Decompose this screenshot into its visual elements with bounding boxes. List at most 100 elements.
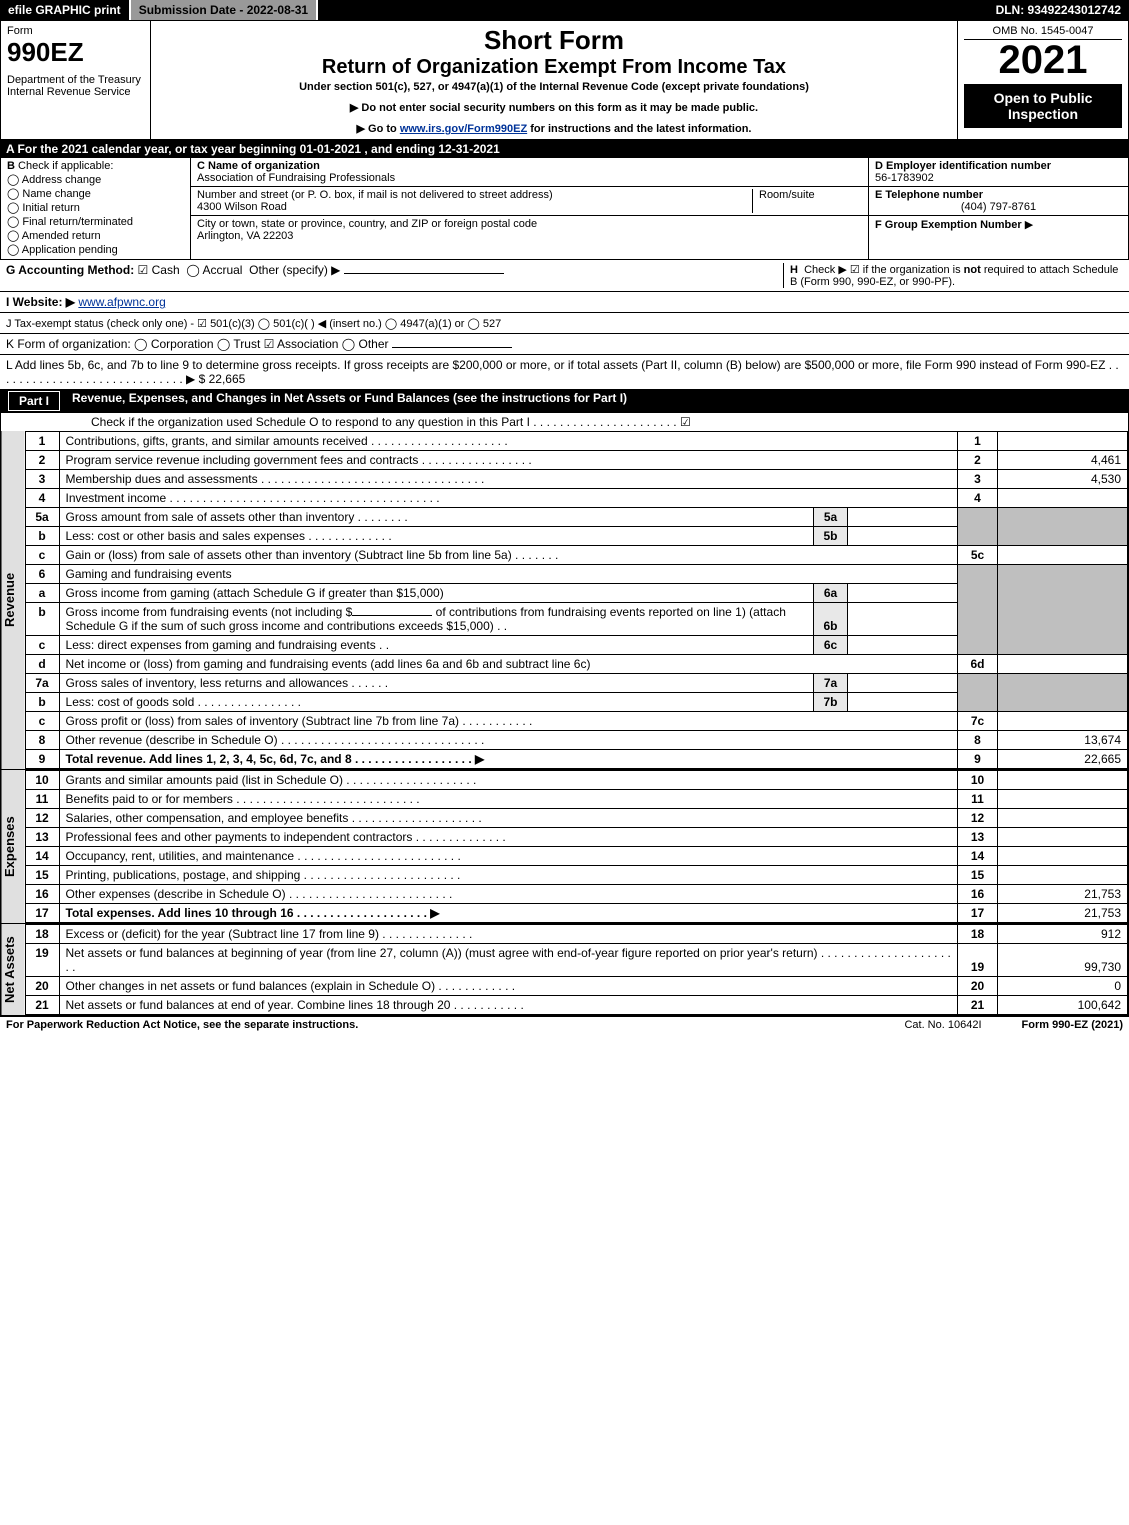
- section-j: J Tax-exempt status (check only one) - ☑…: [0, 312, 1129, 333]
- tax-year: 2021: [964, 40, 1122, 80]
- catalog-number: Cat. No. 10642I: [904, 1019, 981, 1031]
- line-7c-row: cGross profit or (loss) from sales of in…: [25, 712, 1127, 731]
- f-arrow: ▶: [1025, 219, 1033, 231]
- line-20-amount: 0: [998, 977, 1128, 996]
- top-bar: efile GRAPHIC print Submission Date - 20…: [0, 0, 1129, 20]
- g-label: G Accounting Method:: [6, 263, 134, 277]
- expenses-table: 10Grants and similar amounts paid (list …: [25, 770, 1128, 923]
- line-4-amount: [998, 489, 1128, 508]
- section-g-h-row: G Accounting Method: ☑ Cash ◯ Accrual Ot…: [0, 259, 1129, 291]
- line-6d-amount: [998, 655, 1128, 674]
- line-19-amount: 99,730: [998, 944, 1128, 977]
- line-5b-desc: Less: cost or other basis and sales expe…: [59, 527, 813, 546]
- line-3-desc: Membership dues and assessments . . . . …: [59, 470, 957, 489]
- line-12-row: 12Salaries, other compensation, and empl…: [25, 809, 1127, 828]
- department-label: Department of the Treasury: [7, 74, 144, 86]
- short-form-title: Short Form: [157, 25, 951, 56]
- line-6b-desc: Gross income from fundraising events (no…: [59, 603, 813, 636]
- part-1-title: Revenue, Expenses, and Changes in Net As…: [72, 391, 627, 411]
- line-21-desc: Net assets or fund balances at end of ye…: [59, 996, 957, 1015]
- j-text: J Tax-exempt status (check only one) - ☑…: [6, 318, 501, 330]
- line-18-row: 18Excess or (deficit) for the year (Subt…: [25, 925, 1127, 944]
- f-label: F Group Exemption Number: [875, 219, 1022, 231]
- goto-suffix: for instructions and the latest informat…: [527, 123, 751, 135]
- line-17-amount: 21,753: [998, 904, 1128, 923]
- accrual-checkbox[interactable]: ◯ Accrual: [186, 263, 242, 277]
- section-k: K Form of organization: ◯ Corporation ◯ …: [0, 333, 1129, 354]
- line-5c-amount: [998, 546, 1128, 565]
- section-l: L Add lines 5b, 6c, and 7b to line 9 to …: [0, 354, 1129, 389]
- check-application-pending[interactable]: ◯ Application pending: [7, 243, 184, 256]
- line-4-row: 4Investment income . . . . . . . . . . .…: [25, 489, 1127, 508]
- line-6a-desc: Gross income from gaming (attach Schedul…: [59, 584, 813, 603]
- line-19-desc: Net assets or fund balances at beginning…: [59, 944, 957, 977]
- line-4-desc: Investment income . . . . . . . . . . . …: [59, 489, 957, 508]
- line-20-row: 20Other changes in net assets or fund ba…: [25, 977, 1127, 996]
- line-17-desc: Total expenses. Add lines 10 through 16 …: [59, 904, 957, 923]
- line-5c-desc: Gain or (loss) from sale of assets other…: [59, 546, 957, 565]
- line-14-desc: Occupancy, rent, utilities, and maintena…: [59, 847, 957, 866]
- telephone-value: (404) 797-8761: [875, 201, 1122, 213]
- line-1-desc: Contributions, gifts, grants, and simila…: [59, 432, 957, 451]
- pra-notice: For Paperwork Reduction Act Notice, see …: [6, 1019, 358, 1031]
- line-7a-row: 7aGross sales of inventory, less returns…: [25, 674, 1127, 693]
- header-right: OMB No. 1545-0047 2021 Open to Public In…: [958, 21, 1128, 139]
- line-10-desc: Grants and similar amounts paid (list in…: [59, 771, 957, 790]
- line-13-desc: Professional fees and other payments to …: [59, 828, 957, 847]
- line-14-row: 14Occupancy, rent, utilities, and mainte…: [25, 847, 1127, 866]
- check-if-applicable: Check if applicable:: [18, 160, 113, 172]
- ssn-warning: ▶ Do not enter social security numbers o…: [157, 101, 951, 114]
- line-18-desc: Excess or (deficit) for the year (Subtra…: [59, 925, 957, 944]
- line-9-row: 9Total revenue. Add lines 1, 2, 3, 4, 5c…: [25, 750, 1127, 769]
- line-2-amount: 4,461: [998, 451, 1128, 470]
- line-12-amount: [998, 809, 1128, 828]
- check-final-return[interactable]: ◯ Final return/terminated: [7, 215, 184, 228]
- line-16-amount: 21,753: [998, 885, 1128, 904]
- line-2-desc: Program service revenue including govern…: [59, 451, 957, 470]
- line-6-row: 6Gaming and fundraising events: [25, 565, 1127, 584]
- check-initial-return[interactable]: ◯ Initial return: [7, 201, 184, 214]
- line-3-row: 3Membership dues and assessments . . . .…: [25, 470, 1127, 489]
- efile-label: efile GRAPHIC print: [0, 0, 131, 20]
- d-label: D Employer identification number: [875, 160, 1051, 172]
- line-20-desc: Other changes in net assets or fund bala…: [59, 977, 957, 996]
- page-footer: For Paperwork Reduction Act Notice, see …: [0, 1016, 1129, 1033]
- form-title: Return of Organization Exempt From Incom…: [157, 56, 951, 79]
- line-10-row: 10Grants and similar amounts paid (list …: [25, 771, 1127, 790]
- h-text2: if the organization is: [863, 264, 964, 276]
- revenue-table: 1Contributions, gifts, grants, and simil…: [25, 431, 1128, 769]
- section-a: A For the 2021 calendar year, or tax yea…: [0, 140, 1129, 158]
- city-value: Arlington, VA 22203: [197, 230, 293, 242]
- h-not: not: [964, 264, 981, 276]
- check-address-change[interactable]: ◯ Address change: [7, 173, 184, 186]
- goto-note: ▶ Go to www.irs.gov/Form990EZ for instru…: [157, 122, 951, 135]
- line-1-amount: [998, 432, 1128, 451]
- form-subtitle: Under section 501(c), 527, or 4947(a)(1)…: [157, 81, 951, 93]
- revenue-section: Revenue 1Contributions, gifts, grants, a…: [0, 431, 1129, 770]
- line-6d-row: dNet income or (loss) from gaming and fu…: [25, 655, 1127, 674]
- ein-value: 56-1783902: [875, 172, 934, 184]
- h-check-text: Check ▶: [804, 264, 847, 276]
- h-checkbox[interactable]: ☑: [850, 264, 860, 276]
- section-g: G Accounting Method: ☑ Cash ◯ Accrual Ot…: [6, 263, 783, 288]
- city-label: City or town, state or province, country…: [197, 218, 537, 230]
- line-6-desc: Gaming and fundraising events: [59, 565, 957, 584]
- section-h: H Check ▶ ☑ if the organization is not r…: [783, 263, 1123, 288]
- line-13-row: 13Professional fees and other payments t…: [25, 828, 1127, 847]
- cash-checkbox[interactable]: ☑ Cash: [138, 263, 180, 277]
- net-assets-table: 18Excess or (deficit) for the year (Subt…: [25, 924, 1128, 1015]
- part-1-label: Part I: [8, 391, 60, 411]
- line-15-amount: [998, 866, 1128, 885]
- b-label: B: [7, 160, 15, 172]
- check-amended-return[interactable]: ◯ Amended return: [7, 229, 184, 242]
- expenses-section: Expenses 10Grants and similar amounts pa…: [0, 770, 1129, 924]
- line-11-row: 11Benefits paid to or for members . . . …: [25, 790, 1127, 809]
- sections-d-e-f: D Employer identification number 56-1783…: [868, 158, 1128, 259]
- line-9-desc: Total revenue. Add lines 1, 2, 3, 4, 5c,…: [59, 750, 957, 769]
- irs-link[interactable]: www.irs.gov/Form990EZ: [400, 123, 527, 135]
- line-10-amount: [998, 771, 1128, 790]
- net-assets-section: Net Assets 18Excess or (deficit) for the…: [0, 924, 1129, 1016]
- check-name-change[interactable]: ◯ Name change: [7, 187, 184, 200]
- website-link[interactable]: www.afpwnc.org: [78, 295, 165, 309]
- section-i: I Website: ▶ www.afpwnc.org: [0, 291, 1129, 312]
